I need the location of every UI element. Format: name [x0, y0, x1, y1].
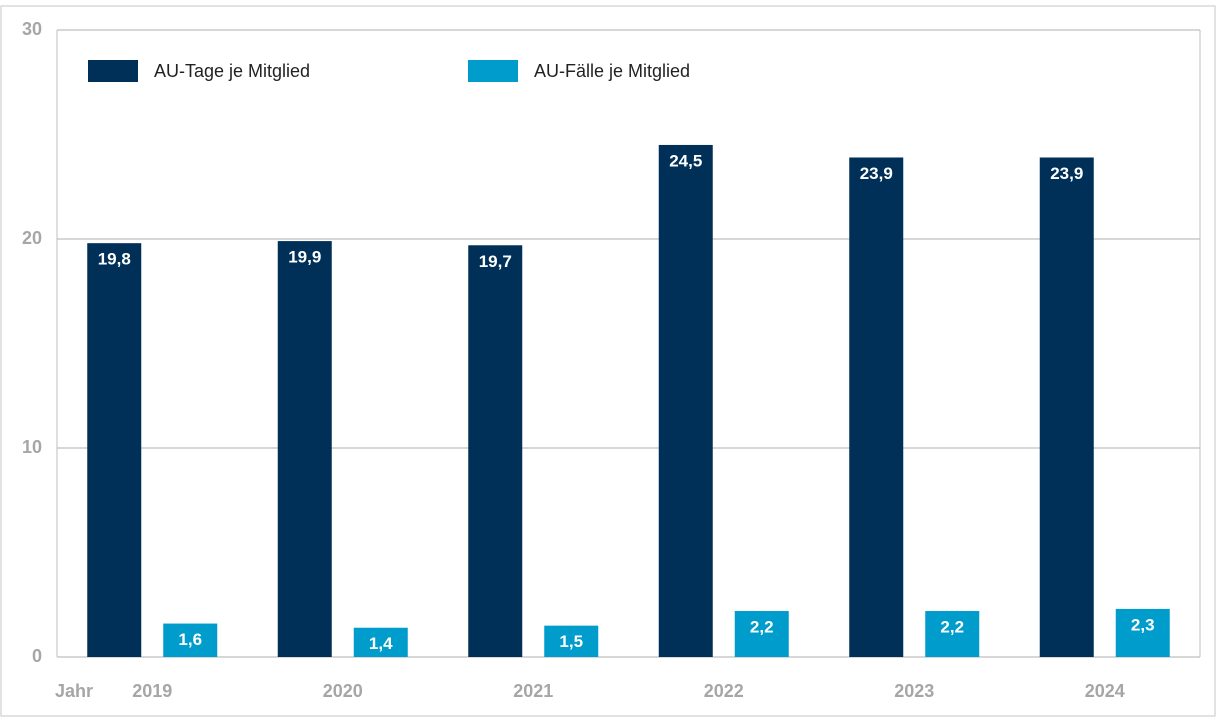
- y-tick-label: 20: [22, 228, 42, 248]
- frame: [0, 5, 1216, 717]
- value-label: 2,2: [940, 618, 964, 637]
- value-label: 1,4: [369, 634, 393, 653]
- bar: [1039, 157, 1094, 658]
- value-label: 2,2: [750, 618, 774, 637]
- value-label: 1,6: [178, 630, 202, 649]
- bar: [468, 245, 523, 657]
- legend-label: AU-Tage je Mitglied: [154, 61, 310, 81]
- value-label: 19,9: [288, 248, 321, 267]
- x-tick-label: 2020: [323, 681, 363, 701]
- bar: [277, 241, 332, 657]
- bar: [544, 625, 599, 657]
- legend-swatch: [468, 60, 518, 82]
- legend-label: AU-Fälle je Mitglied: [534, 61, 690, 81]
- x-tick-label: 2023: [894, 681, 934, 701]
- x-tick-label: 2024: [1085, 681, 1125, 701]
- y-tick-label: 10: [22, 437, 42, 457]
- value-label: 24,5: [669, 151, 702, 170]
- bar: [1115, 608, 1170, 657]
- bar: [849, 157, 904, 658]
- bar: [163, 623, 218, 657]
- bar: [353, 627, 408, 657]
- value-label: 19,8: [98, 250, 131, 269]
- x-axis-label: Jahr: [55, 681, 93, 701]
- value-label: 23,9: [860, 164, 893, 183]
- bar: [87, 243, 142, 657]
- bar: [734, 611, 789, 657]
- value-label: 2,3: [1131, 615, 1155, 634]
- x-tick-label: 2019: [132, 681, 172, 701]
- bar: [925, 611, 980, 657]
- bar: [658, 144, 713, 657]
- x-tick-label: 2021: [513, 681, 553, 701]
- x-tick-label: 2022: [704, 681, 744, 701]
- value-label: 19,7: [479, 252, 512, 271]
- legend-swatch: [88, 60, 138, 82]
- value-label: 23,9: [1050, 164, 1083, 183]
- value-label: 1,5: [559, 632, 583, 651]
- y-tick-label: 0: [32, 646, 42, 666]
- y-tick-label: 30: [22, 19, 42, 39]
